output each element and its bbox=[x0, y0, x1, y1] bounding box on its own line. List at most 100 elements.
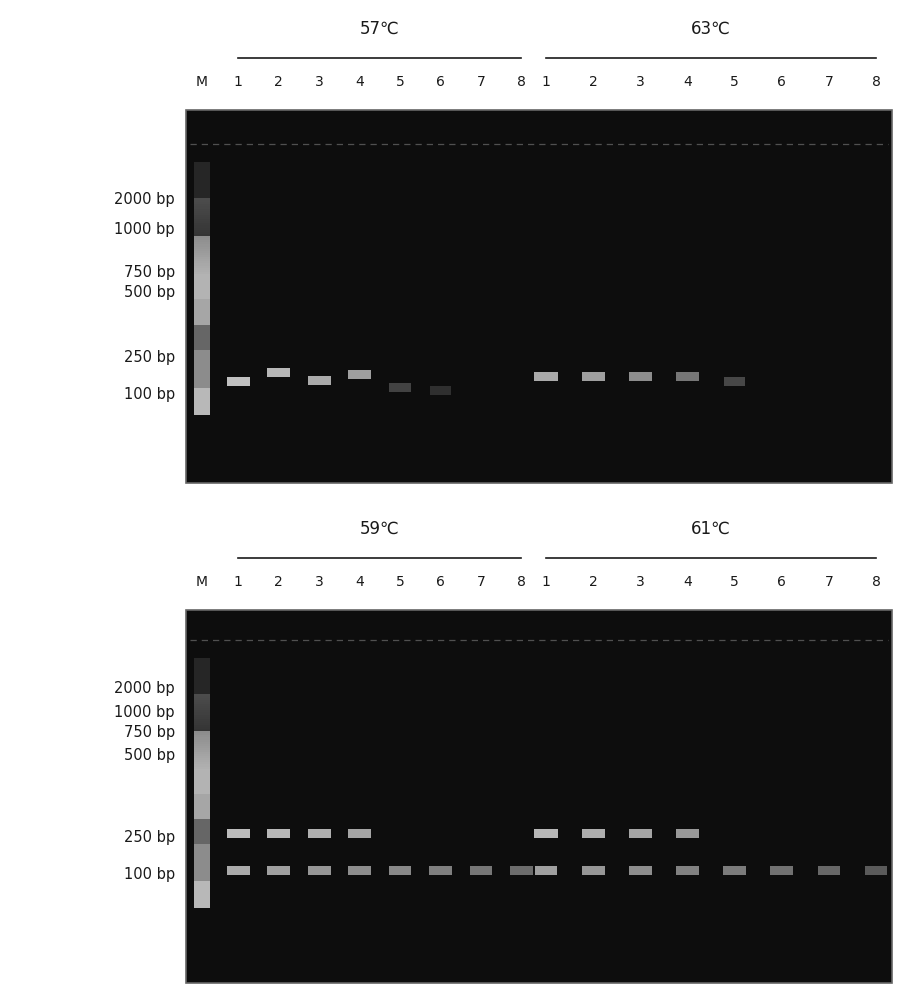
Text: 5: 5 bbox=[396, 575, 404, 589]
FancyBboxPatch shape bbox=[194, 286, 210, 289]
FancyBboxPatch shape bbox=[194, 214, 210, 217]
FancyBboxPatch shape bbox=[194, 702, 210, 704]
FancyBboxPatch shape bbox=[194, 860, 210, 862]
FancyBboxPatch shape bbox=[629, 866, 651, 875]
FancyBboxPatch shape bbox=[194, 219, 210, 221]
FancyBboxPatch shape bbox=[194, 768, 210, 771]
FancyBboxPatch shape bbox=[194, 772, 210, 775]
Text: 1: 1 bbox=[234, 76, 243, 90]
FancyBboxPatch shape bbox=[194, 240, 210, 242]
FancyBboxPatch shape bbox=[194, 758, 210, 760]
FancyBboxPatch shape bbox=[194, 712, 210, 715]
FancyBboxPatch shape bbox=[194, 737, 210, 740]
FancyBboxPatch shape bbox=[267, 866, 290, 875]
FancyBboxPatch shape bbox=[194, 394, 210, 396]
FancyBboxPatch shape bbox=[194, 320, 210, 323]
FancyBboxPatch shape bbox=[194, 727, 210, 729]
FancyBboxPatch shape bbox=[194, 333, 210, 335]
FancyBboxPatch shape bbox=[194, 795, 210, 798]
FancyBboxPatch shape bbox=[194, 314, 210, 316]
FancyBboxPatch shape bbox=[723, 866, 746, 875]
FancyBboxPatch shape bbox=[194, 261, 210, 263]
FancyBboxPatch shape bbox=[194, 343, 210, 346]
FancyBboxPatch shape bbox=[194, 814, 210, 816]
FancyBboxPatch shape bbox=[582, 866, 604, 875]
FancyBboxPatch shape bbox=[194, 672, 210, 675]
FancyBboxPatch shape bbox=[194, 810, 210, 812]
FancyBboxPatch shape bbox=[194, 413, 210, 415]
FancyBboxPatch shape bbox=[582, 829, 605, 838]
Text: 4: 4 bbox=[683, 575, 692, 589]
FancyBboxPatch shape bbox=[194, 837, 210, 839]
FancyBboxPatch shape bbox=[194, 704, 210, 706]
Text: 3: 3 bbox=[314, 76, 323, 90]
FancyBboxPatch shape bbox=[194, 404, 210, 407]
FancyBboxPatch shape bbox=[194, 206, 210, 209]
FancyBboxPatch shape bbox=[194, 731, 210, 733]
FancyBboxPatch shape bbox=[348, 866, 371, 875]
Text: 1000 bp: 1000 bp bbox=[114, 222, 175, 237]
FancyBboxPatch shape bbox=[194, 347, 210, 350]
Text: 1: 1 bbox=[542, 575, 551, 589]
FancyBboxPatch shape bbox=[194, 242, 210, 244]
FancyBboxPatch shape bbox=[194, 400, 210, 403]
FancyBboxPatch shape bbox=[194, 295, 210, 297]
FancyBboxPatch shape bbox=[194, 845, 210, 848]
FancyBboxPatch shape bbox=[194, 248, 210, 251]
FancyBboxPatch shape bbox=[194, 274, 210, 276]
FancyBboxPatch shape bbox=[194, 670, 210, 673]
FancyBboxPatch shape bbox=[194, 826, 210, 829]
FancyBboxPatch shape bbox=[194, 660, 210, 663]
FancyBboxPatch shape bbox=[194, 407, 210, 409]
FancyBboxPatch shape bbox=[194, 269, 210, 272]
FancyBboxPatch shape bbox=[194, 752, 210, 754]
FancyBboxPatch shape bbox=[194, 885, 210, 887]
FancyBboxPatch shape bbox=[194, 200, 210, 202]
FancyBboxPatch shape bbox=[194, 693, 210, 696]
FancyBboxPatch shape bbox=[194, 166, 210, 168]
FancyBboxPatch shape bbox=[194, 411, 210, 413]
FancyBboxPatch shape bbox=[194, 789, 210, 792]
FancyBboxPatch shape bbox=[194, 756, 210, 758]
FancyBboxPatch shape bbox=[194, 841, 210, 844]
FancyBboxPatch shape bbox=[194, 276, 210, 278]
FancyBboxPatch shape bbox=[817, 866, 841, 875]
FancyBboxPatch shape bbox=[194, 164, 210, 166]
FancyBboxPatch shape bbox=[429, 866, 452, 875]
FancyBboxPatch shape bbox=[194, 229, 210, 232]
FancyBboxPatch shape bbox=[194, 893, 210, 896]
FancyBboxPatch shape bbox=[194, 760, 210, 762]
Text: 5: 5 bbox=[730, 76, 739, 90]
FancyBboxPatch shape bbox=[194, 724, 210, 727]
FancyBboxPatch shape bbox=[348, 829, 371, 838]
FancyBboxPatch shape bbox=[194, 307, 210, 310]
FancyBboxPatch shape bbox=[194, 303, 210, 306]
Text: 1: 1 bbox=[234, 575, 243, 589]
FancyBboxPatch shape bbox=[194, 189, 210, 192]
FancyBboxPatch shape bbox=[194, 741, 210, 744]
Text: 1000 bp: 1000 bp bbox=[114, 705, 175, 720]
FancyBboxPatch shape bbox=[194, 691, 210, 694]
Text: 8: 8 bbox=[872, 575, 881, 589]
FancyBboxPatch shape bbox=[389, 866, 411, 875]
FancyBboxPatch shape bbox=[194, 362, 210, 365]
FancyBboxPatch shape bbox=[194, 745, 210, 748]
FancyBboxPatch shape bbox=[629, 829, 652, 838]
FancyBboxPatch shape bbox=[194, 183, 210, 185]
FancyBboxPatch shape bbox=[430, 386, 450, 395]
FancyBboxPatch shape bbox=[194, 856, 210, 858]
Text: 4: 4 bbox=[683, 76, 692, 90]
FancyBboxPatch shape bbox=[194, 668, 210, 671]
FancyBboxPatch shape bbox=[194, 360, 210, 363]
FancyBboxPatch shape bbox=[194, 373, 210, 375]
FancyBboxPatch shape bbox=[194, 364, 210, 367]
FancyBboxPatch shape bbox=[194, 259, 210, 261]
FancyBboxPatch shape bbox=[194, 695, 210, 698]
Text: 8: 8 bbox=[872, 76, 881, 90]
FancyBboxPatch shape bbox=[194, 328, 210, 331]
Text: 7: 7 bbox=[824, 76, 834, 90]
FancyBboxPatch shape bbox=[194, 868, 210, 871]
FancyBboxPatch shape bbox=[535, 829, 558, 838]
FancyBboxPatch shape bbox=[194, 905, 210, 908]
FancyBboxPatch shape bbox=[194, 339, 210, 342]
